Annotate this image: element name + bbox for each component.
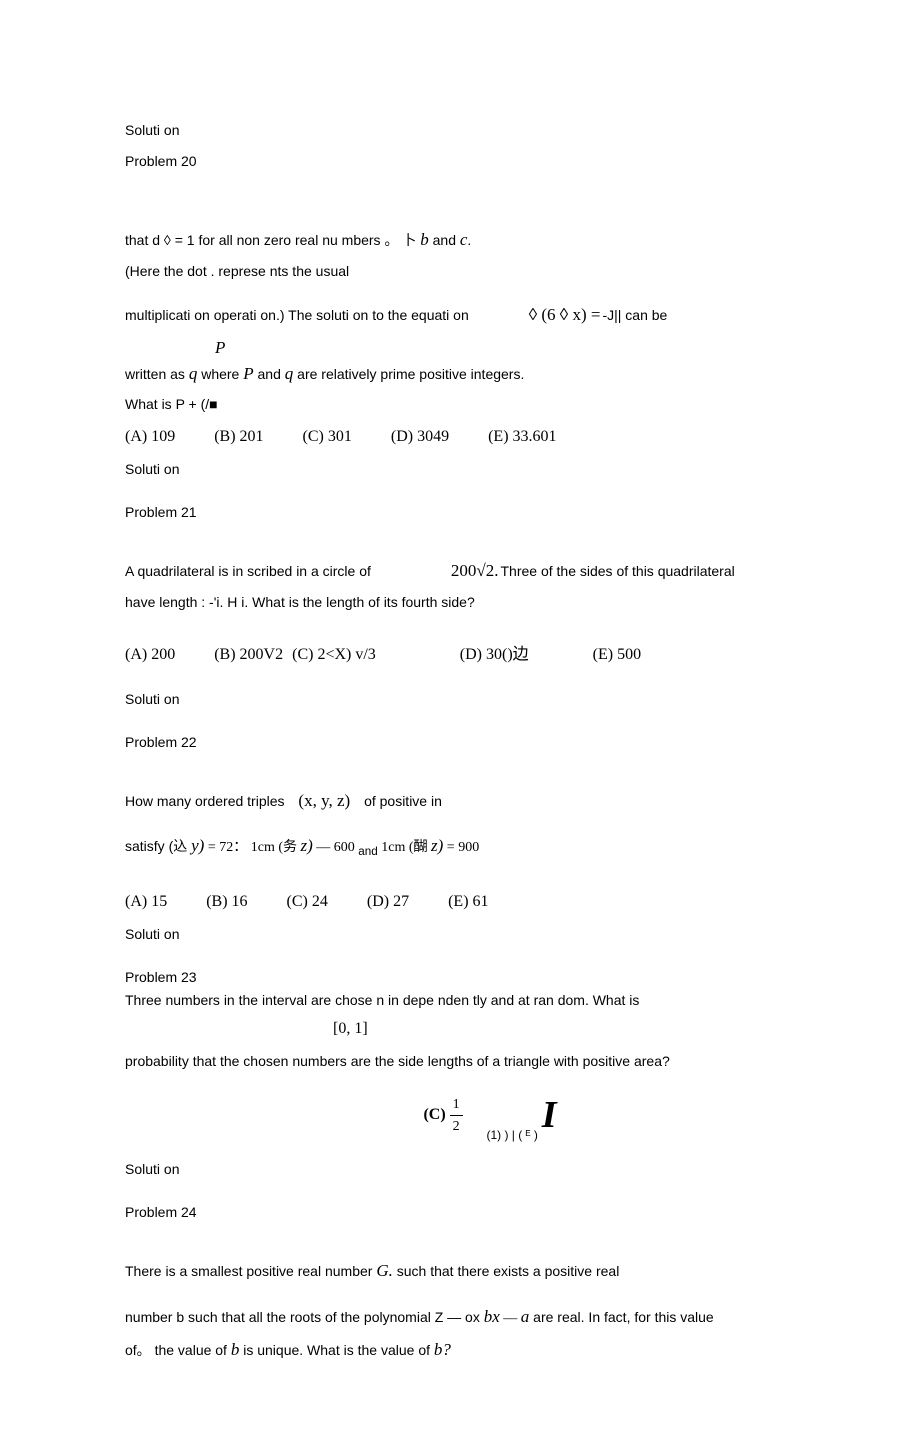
p20-ans-c: (C) 301 bbox=[303, 428, 352, 445]
p23-answers: (C) 1 2 (1) ) | ( ᴱ ) I bbox=[125, 1087, 795, 1144]
p24-line3: of。 the value of b is unique. What is th… bbox=[125, 1337, 795, 1363]
p22-mid2: — 600 bbox=[313, 840, 359, 855]
p23-line1: Three numbers in the interval are chose … bbox=[125, 990, 795, 1011]
p20-ans-d: (D) 3049 bbox=[391, 428, 449, 445]
p21-ans-c: (C) 2<X) v/3 bbox=[292, 646, 376, 663]
p20-ans-a: (A) 109 bbox=[125, 428, 175, 445]
problem-21-title: Problem 21 bbox=[125, 502, 795, 523]
p22-line2: satisfy (込 y) = 72： 1cm (务 z) — 600 and … bbox=[125, 833, 795, 860]
p21-ans-b: (B) 200V2 bbox=[214, 646, 283, 663]
p21-line1-pre: A quadrilateral is in scribed in a circl… bbox=[125, 561, 371, 582]
p22-mid1: = 72： 1cm (务 bbox=[204, 840, 300, 855]
p22-line1-pre: How many ordered triples bbox=[125, 793, 285, 809]
p22-answers: (A) 15 (B) 16 (C) 24 (D) 27 (E) 61 bbox=[125, 890, 795, 914]
p23-solution: Soluti on bbox=[125, 1159, 795, 1180]
p21-line1-suffix: Three of the sides of this quadrilateral bbox=[501, 561, 735, 582]
p20-line4-end: are relatively prime positive integers. bbox=[293, 366, 524, 382]
problem-24-title: Problem 24 bbox=[125, 1202, 795, 1223]
p20-eq-math: ◊ (6 ◊ x) = bbox=[529, 302, 601, 328]
p22-z1: z) bbox=[301, 836, 313, 855]
p21-line2: have length : -'i. H i. What is the leng… bbox=[125, 592, 795, 613]
p22-ans-d: (D) 27 bbox=[367, 893, 409, 910]
p20-line4: written as q where P and q are relativel… bbox=[125, 361, 795, 387]
p22-line2-pre: satisfy (込 bbox=[125, 838, 191, 854]
p24-mid: — bbox=[500, 1311, 521, 1326]
p22-line1-suffix: of positive in bbox=[364, 793, 442, 809]
p24-line1-pre: There is a smallest positive real number bbox=[125, 1263, 376, 1279]
p23-mid: (1) ) | ( ᴱ ) bbox=[486, 1128, 537, 1142]
p20-line3-pre: multiplicati on operati on.) The soluti … bbox=[125, 305, 469, 326]
p22-line1: How many ordered triples (x, y, z) of po… bbox=[125, 788, 795, 814]
p24-bx: bx bbox=[484, 1307, 500, 1326]
p21-line1: A quadrilateral is in scribed in a circl… bbox=[125, 558, 795, 584]
p20-ans-e: (E) 33.601 bbox=[488, 428, 556, 445]
p20-line1-mid: and bbox=[429, 232, 460, 248]
p24-b2: b? bbox=[434, 1340, 451, 1359]
p22-solution: Soluti on bbox=[125, 924, 795, 945]
p22-ans-b: (B) 16 bbox=[206, 893, 247, 910]
p20-p-letter: P bbox=[215, 335, 795, 361]
p24-line2-pre: number b such that all the roots of the … bbox=[125, 1309, 484, 1325]
p23-frac-num: 1 bbox=[450, 1094, 463, 1116]
p20-line1-pre: that d ◊ = 1 for all non zero real nu mb… bbox=[125, 232, 420, 248]
p23-frac: 1 2 bbox=[450, 1094, 463, 1137]
p22-and: and bbox=[358, 845, 377, 858]
p20-line5: What is P + (/■ bbox=[125, 394, 795, 415]
problem-23-title: Problem 23 bbox=[125, 967, 795, 988]
p20-line2: (Here the dot . represe nts the usual bbox=[125, 261, 795, 282]
p22-mid3: 1cm (醐 bbox=[378, 840, 431, 855]
p24-G: G. bbox=[376, 1261, 393, 1280]
p22-y: y) bbox=[191, 836, 204, 855]
p23-ans-c-label: (C) bbox=[423, 1107, 445, 1124]
p20-ans-b: (B) 201 bbox=[214, 428, 263, 445]
problem-20-title: Problem 20 bbox=[125, 151, 795, 172]
p24-line1: There is a smallest positive real number… bbox=[125, 1258, 795, 1284]
p22-xyz: (x, y, z) bbox=[298, 791, 350, 810]
p21-solution: Soluti on bbox=[125, 689, 795, 710]
p22-ans-c: (C) 24 bbox=[287, 893, 328, 910]
p24-line3-mid: is unique. What is the value of bbox=[239, 1342, 434, 1358]
p20-b: b bbox=[420, 230, 429, 249]
p21-ans-d: (D) 30()边 bbox=[460, 646, 529, 663]
p20-P: P bbox=[243, 364, 253, 383]
p21-ans-e: (E) 500 bbox=[593, 646, 641, 663]
p24-line1-suffix: such that there exists a positive real bbox=[393, 1263, 619, 1279]
p21-math: 200√2. bbox=[451, 558, 499, 584]
p22-ans-a: (A) 15 bbox=[125, 893, 167, 910]
p24-line2-suffix: are real. In fact, for this value bbox=[529, 1309, 713, 1325]
p24-a: a bbox=[521, 1307, 530, 1326]
p22-z2: z) bbox=[431, 836, 443, 855]
p22-end: = 900 bbox=[443, 840, 479, 855]
solution-label: Soluti on bbox=[125, 120, 795, 141]
p24-line3-pre: of。 the value of bbox=[125, 1342, 231, 1358]
p20-line4-mid1: where bbox=[197, 366, 243, 382]
p20-line1: that d ◊ = 1 for all non zero real nu mb… bbox=[125, 227, 795, 253]
p20-line3: multiplicati on operati on.) The soluti … bbox=[125, 302, 795, 328]
p20-line4-mid2: and bbox=[254, 366, 285, 382]
p23-interval: [0, 1] bbox=[333, 1017, 795, 1041]
p23-frac-den: 2 bbox=[450, 1116, 463, 1137]
p24-b1: b bbox=[231, 1340, 240, 1359]
problem-22-title: Problem 22 bbox=[125, 732, 795, 753]
p20-line1-end: . bbox=[467, 232, 471, 248]
p23-big-i: I bbox=[542, 1087, 557, 1144]
p21-ans-a: (A) 200 bbox=[125, 646, 175, 663]
p20-solution: Soluti on bbox=[125, 459, 795, 480]
p21-answers: (A) 200 (B) 200V2 (C) 2<X) v/3 (D) 30()边… bbox=[125, 643, 795, 667]
p20-answers: (A) 109 (B) 201 (C) 301 (D) 3049 (E) 33.… bbox=[125, 425, 795, 449]
p20-q2: q bbox=[285, 364, 294, 383]
p20-line4-pre: written as bbox=[125, 366, 189, 382]
p22-ans-e: (E) 61 bbox=[448, 893, 488, 910]
p24-line2: number b such that all the roots of the … bbox=[125, 1304, 795, 1330]
p23-line2: probability that the chosen numbers are … bbox=[125, 1051, 795, 1072]
p20-line3-suffix: -J|| can be bbox=[602, 305, 667, 326]
